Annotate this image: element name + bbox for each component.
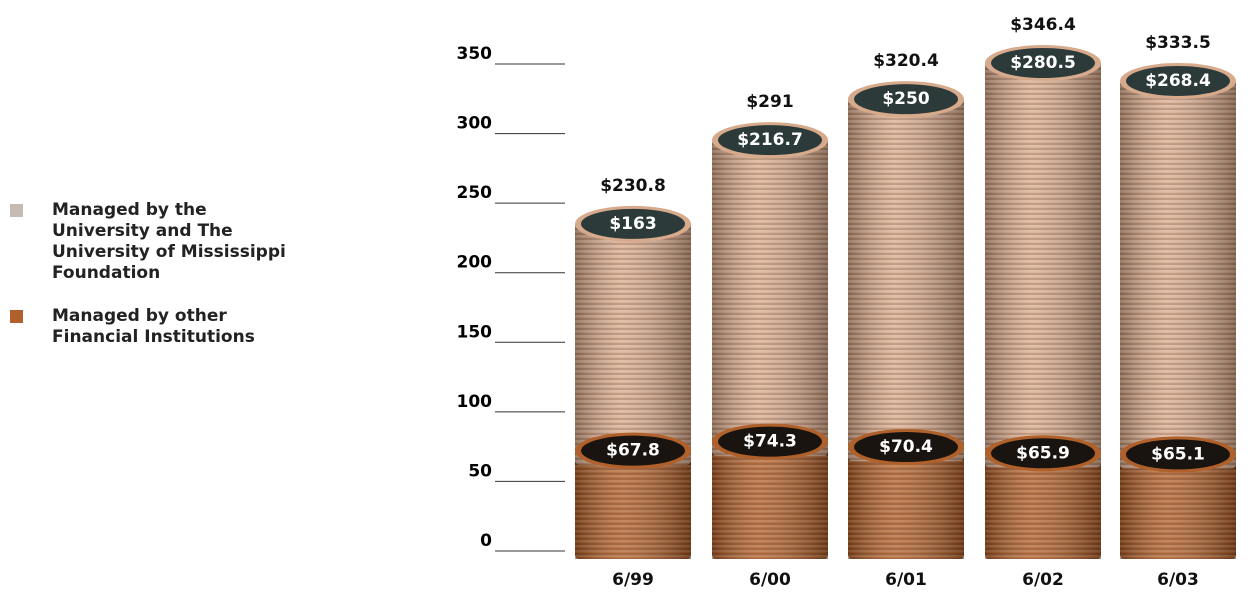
value-label: $74.3	[743, 432, 797, 452]
value-label: $216.7	[737, 130, 803, 150]
y-tick-label: 300	[457, 114, 493, 134]
y-tick-label: 200	[457, 253, 493, 273]
y-tick-label: 50	[468, 461, 492, 481]
value-label: $65.9	[1016, 443, 1070, 463]
coin-shade	[712, 140, 828, 456]
coin-shade	[575, 223, 691, 465]
y-tick-label: 250	[457, 183, 493, 203]
x-tick-label: 6/01	[885, 570, 927, 590]
coin-shade	[848, 447, 964, 559]
legend-label: Managed by the University and The Univer…	[52, 200, 286, 283]
coin-shade	[985, 63, 1101, 468]
legend-swatch	[10, 204, 23, 217]
value-label: $65.1	[1151, 444, 1205, 464]
value-label: $70.4	[879, 437, 933, 457]
y-tick-label: 350	[457, 44, 493, 64]
legend-item: Managed by other Financial Institutions	[10, 306, 310, 348]
label-plate	[1126, 439, 1230, 470]
x-tick-label: 6/02	[1022, 570, 1064, 590]
legend-label: Managed by other Financial Institutions	[52, 306, 255, 347]
x-tick-label: 6/00	[749, 570, 791, 590]
value-label: $250	[882, 89, 929, 109]
label-plate	[581, 435, 685, 466]
total-label: $333.5	[1145, 33, 1211, 53]
total-label: $320.4	[873, 51, 939, 71]
y-tick-label: 0	[480, 531, 492, 551]
value-label: $280.5	[1010, 53, 1076, 73]
value-label: $67.8	[606, 441, 660, 461]
legend-item: Managed by the University and The Univer…	[10, 200, 310, 284]
coin-shade	[712, 441, 828, 559]
y-tick-label: 100	[457, 392, 493, 412]
label-plate	[1126, 65, 1230, 96]
coin-shade	[575, 450, 691, 559]
label-plate	[581, 208, 685, 239]
legend: Managed by the University and The Univer…	[10, 200, 310, 370]
coin-shade	[1120, 80, 1236, 469]
label-plate	[718, 125, 822, 156]
label-plate	[854, 84, 958, 115]
total-label: $230.8	[600, 176, 666, 196]
label-plate	[991, 438, 1095, 469]
value-label: $163	[609, 214, 656, 234]
x-tick-label: 6/03	[1157, 570, 1199, 590]
label-plate	[854, 432, 958, 463]
coin-shade	[848, 99, 964, 462]
total-label: $291	[746, 92, 793, 112]
label-plate	[718, 426, 822, 457]
y-tick-label: 150	[457, 322, 493, 342]
x-tick-label: 6/99	[612, 570, 654, 590]
total-label: $346.4	[1010, 15, 1076, 35]
label-plate	[991, 48, 1095, 79]
value-label: $268.4	[1145, 71, 1211, 91]
legend-swatch	[10, 310, 23, 323]
